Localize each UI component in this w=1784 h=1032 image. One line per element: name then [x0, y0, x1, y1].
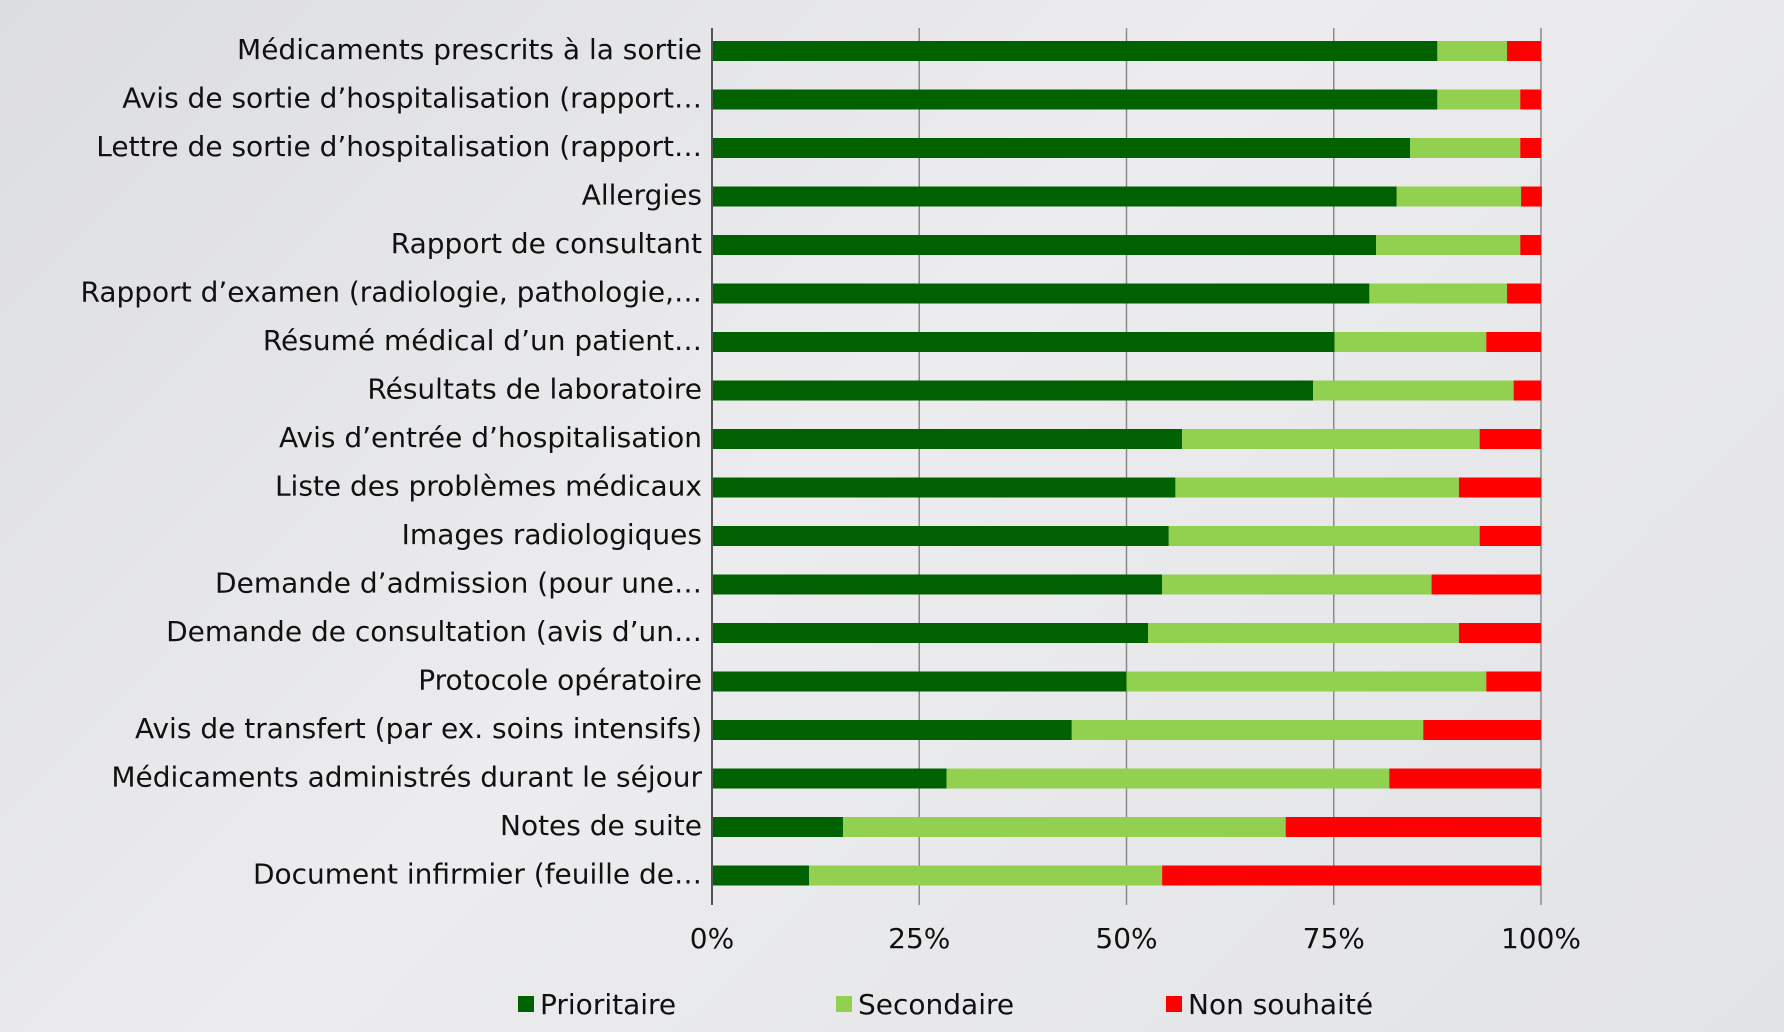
x-tick-label: 50%	[1095, 922, 1157, 955]
y-tick-label: Notes de suite	[500, 809, 702, 842]
bar-segment	[712, 477, 1176, 498]
bar-segment	[1396, 186, 1522, 207]
bar-segment	[1431, 574, 1541, 595]
bar-segment	[1521, 186, 1542, 207]
y-tick-label: Liste des problèmes médicaux	[275, 470, 702, 503]
bar-segment	[712, 768, 947, 789]
bar-segment	[712, 574, 1163, 595]
bar-segment	[1410, 138, 1521, 158]
y-tick-label: Avis de sortie d’hospitalisation (rappor…	[122, 82, 702, 115]
bar-segment	[712, 720, 1072, 740]
bar-segment	[1162, 865, 1541, 886]
bar-segment	[1479, 526, 1541, 546]
bar-segment	[1479, 429, 1541, 449]
bar-segment	[712, 526, 1169, 546]
bar-segment	[712, 283, 1370, 304]
bar-segment	[1168, 526, 1480, 546]
y-tick-label: Rapport d’examen (radiologie, pathologie…	[81, 276, 703, 309]
bar-segment	[842, 817, 1286, 837]
bar-segment	[712, 186, 1397, 207]
bar-segment	[1486, 671, 1541, 692]
bar-segment	[1423, 720, 1541, 740]
bar-segment	[712, 332, 1335, 352]
bar-segment	[1162, 574, 1432, 595]
bar-segment	[1507, 41, 1541, 61]
bar-segment	[1486, 332, 1541, 352]
x-tick-label: 0%	[690, 922, 734, 955]
legend-label: Non souhaité	[1188, 988, 1373, 1021]
bar-segment	[1507, 283, 1541, 304]
legend-label: Prioritaire	[540, 988, 676, 1021]
bar-segment	[712, 671, 1127, 692]
y-tick-label: Résultats de laboratoire	[367, 373, 702, 406]
bar-segment	[1313, 380, 1514, 401]
bar-segment	[712, 235, 1377, 255]
bar-segment	[1458, 623, 1541, 643]
bar-segment	[1148, 623, 1459, 643]
legend-swatch	[836, 996, 852, 1012]
bar-segment	[946, 768, 1390, 789]
bar-segment	[1182, 429, 1480, 449]
bar-segment	[712, 138, 1411, 158]
bar-segment	[1285, 817, 1541, 837]
y-tick-label: Allergies	[582, 179, 702, 212]
bar-segment	[712, 41, 1438, 61]
legend-label: Secondaire	[858, 988, 1014, 1021]
bar-segment	[712, 429, 1183, 449]
legend-swatch	[518, 996, 534, 1012]
bar-segment	[712, 380, 1314, 401]
bar-segment	[1437, 89, 1521, 110]
bar-segment	[712, 89, 1438, 110]
bar-segment	[1520, 138, 1541, 158]
bar-segment	[1389, 768, 1541, 789]
y-tick-label: Demande de consultation (avis d’un…	[166, 615, 702, 648]
y-tick-label: Médicaments administrés durant le séjour	[111, 761, 702, 794]
x-tick-label: 25%	[888, 922, 950, 955]
bar-segment	[1071, 720, 1424, 740]
bar-segment	[1513, 380, 1541, 401]
bar-segment	[1376, 235, 1521, 255]
x-tick-label: 100%	[1501, 922, 1581, 955]
bar-segment	[1175, 477, 1459, 498]
bar-segment	[808, 865, 1163, 886]
y-tick-label: Protocole opératoire	[418, 664, 702, 697]
y-tick-label: Demande d’admission (pour une…	[215, 567, 702, 600]
bar-segment	[1437, 41, 1508, 61]
y-tick-label: Images radiologiques	[402, 518, 702, 551]
bar-segment	[1520, 89, 1541, 110]
bar-segment	[712, 817, 843, 837]
legend-swatch	[1166, 996, 1182, 1012]
bar-segment	[712, 623, 1149, 643]
bar-segment	[712, 865, 809, 886]
bar-segment	[1458, 477, 1541, 498]
y-tick-label: Avis d’entrée d’hospitalisation	[279, 421, 702, 454]
y-tick-label: Médicaments prescrits à la sortie	[237, 33, 702, 66]
bar-segment	[1369, 283, 1508, 304]
y-tick-label: Résumé médical d’un patient…	[263, 324, 702, 357]
y-tick-label: Rapport de consultant	[391, 227, 702, 260]
x-tick-label: 75%	[1303, 922, 1365, 955]
bar-segment	[1334, 332, 1487, 352]
bar-segment	[1126, 671, 1487, 692]
y-tick-label: Document infirmier (feuille de…	[253, 858, 702, 891]
bar-segment	[1520, 235, 1541, 255]
y-tick-label: Avis de transfert (par ex. soins intensi…	[135, 712, 702, 745]
y-tick-label: Lettre de sortie d’hospitalisation (rapp…	[96, 130, 702, 163]
